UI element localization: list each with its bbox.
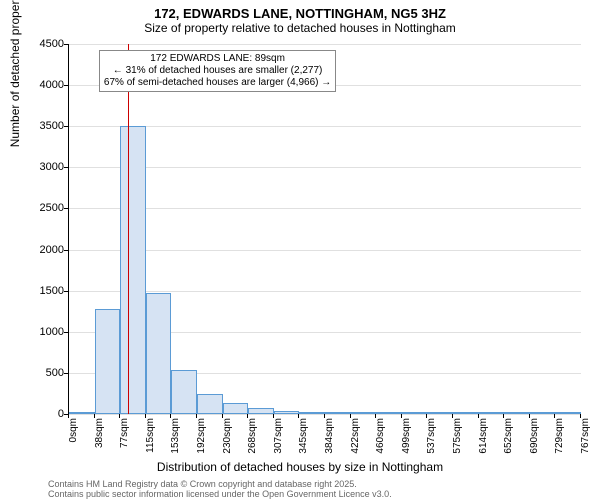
x-tick-label: 345sqm: [298, 418, 309, 458]
y-tick-mark: [64, 208, 68, 209]
x-tick-label: 460sqm: [375, 418, 386, 458]
bar: [146, 293, 172, 414]
x-tick-label: 38sqm: [94, 418, 105, 458]
x-tick-label: 652sqm: [503, 418, 514, 458]
y-tick-mark: [64, 85, 68, 86]
y-tick-mark: [64, 126, 68, 127]
x-tick-label: 537sqm: [426, 418, 437, 458]
bar: [402, 412, 428, 414]
gridline: [69, 167, 581, 168]
annotation-line: 67% of semi-detached houses are larger (…: [104, 77, 331, 89]
y-tick-label: 2000: [40, 244, 64, 256]
y-tick-label: 4500: [40, 38, 64, 50]
x-tick-label: 690sqm: [529, 418, 540, 458]
bar: [351, 412, 377, 414]
x-tick-label: 422sqm: [350, 418, 361, 458]
annotation-line: ← 31% of detached houses are smaller (2,…: [104, 65, 331, 77]
bar: [530, 412, 556, 414]
y-tick-label: 1500: [40, 285, 64, 297]
annotation-line: 172 EDWARDS LANE: 89sqm: [104, 53, 331, 65]
y-tick-mark: [64, 250, 68, 251]
bar: [171, 370, 197, 414]
bar: [504, 412, 530, 414]
plot-area: [68, 44, 581, 415]
x-tick-label: 729sqm: [554, 418, 565, 458]
gridline: [69, 250, 581, 251]
y-tick-mark: [64, 332, 68, 333]
bar: [95, 309, 121, 414]
bar: [69, 412, 95, 414]
y-tick-label: 3000: [40, 161, 64, 173]
y-tick-mark: [64, 373, 68, 374]
x-tick-label: 384sqm: [324, 418, 335, 458]
y-tick-label: 1000: [40, 326, 64, 338]
chart-title: 172, EDWARDS LANE, NOTTINGHAM, NG5 3HZ: [0, 0, 600, 21]
gridline: [69, 208, 581, 209]
bar: [325, 412, 351, 414]
bar: [274, 411, 300, 414]
y-tick-label: 500: [46, 367, 64, 379]
footer: Contains HM Land Registry data © Crown c…: [48, 480, 392, 500]
y-tick-label: 3500: [40, 120, 64, 132]
footer-line-2: Contains public sector information licen…: [48, 490, 392, 500]
x-tick-label: 767sqm: [580, 418, 591, 458]
x-tick-label: 192sqm: [196, 418, 207, 458]
bar: [248, 408, 274, 414]
x-tick-label: 153sqm: [170, 418, 181, 458]
chart-container: 172, EDWARDS LANE, NOTTINGHAM, NG5 3HZ S…: [0, 0, 600, 500]
gridline: [69, 126, 581, 127]
annotation-box: 172 EDWARDS LANE: 89sqm← 31% of detached…: [99, 50, 336, 92]
bar: [427, 412, 453, 414]
y-tick-label: 2500: [40, 202, 64, 214]
y-tick-mark: [64, 44, 68, 45]
bar: [223, 403, 249, 414]
x-tick-label: 614sqm: [478, 418, 489, 458]
x-tick-label: 0sqm: [68, 418, 79, 458]
y-tick-mark: [64, 291, 68, 292]
bar: [120, 126, 146, 414]
chart-subtitle: Size of property relative to detached ho…: [0, 21, 600, 39]
x-tick-label: 575sqm: [452, 418, 463, 458]
x-tick-label: 307sqm: [273, 418, 284, 458]
bar: [453, 412, 479, 414]
bar: [197, 394, 223, 414]
bar: [555, 412, 581, 414]
x-tick-label: 499sqm: [401, 418, 412, 458]
property-marker-line: [128, 44, 129, 414]
y-axis-label: Number of detached properties: [8, 0, 22, 147]
x-tick-label: 77sqm: [119, 418, 130, 458]
bar: [376, 412, 402, 414]
bar: [479, 412, 505, 414]
x-tick-label: 115sqm: [145, 418, 156, 458]
x-axis-label: Distribution of detached houses by size …: [0, 460, 600, 474]
x-tick-label: 230sqm: [222, 418, 233, 458]
gridline: [69, 44, 581, 45]
gridline: [69, 291, 581, 292]
x-tick-label: 268sqm: [247, 418, 258, 458]
y-tick-label: 4000: [40, 79, 64, 91]
gridline: [69, 414, 581, 415]
y-tick-mark: [64, 167, 68, 168]
bar: [299, 412, 325, 414]
